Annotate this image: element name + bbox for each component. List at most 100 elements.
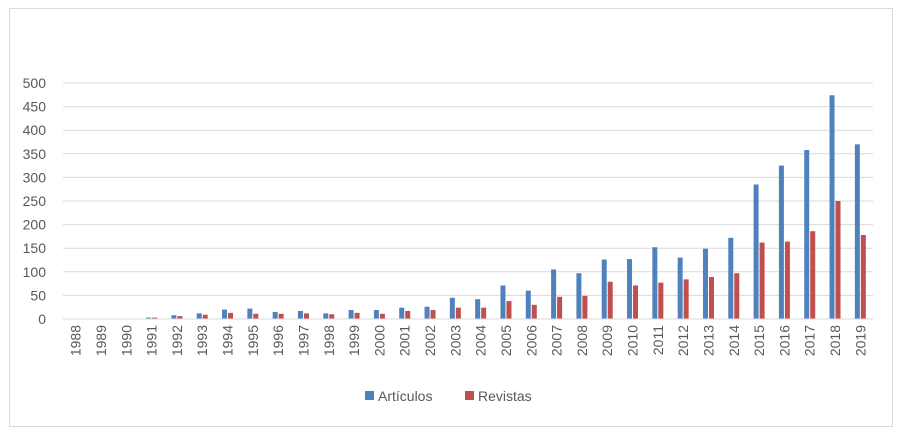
x-tick-label: 1999 [346, 325, 362, 356]
bar-revistas-2002 [430, 310, 436, 319]
x-tick-label: 1994 [220, 325, 236, 356]
x-tick-label: 2015 [751, 325, 767, 356]
bar-revistas-2000 [379, 313, 385, 319]
x-tick-label: 2014 [726, 325, 742, 356]
x-tick-label: 2007 [549, 325, 565, 356]
y-tick-label: 250 [23, 193, 47, 209]
bar-articulos-1995 [247, 308, 253, 319]
x-tick-label: 2000 [371, 325, 387, 356]
y-tick-label: 0 [38, 311, 46, 327]
y-tick-label: 400 [23, 122, 47, 138]
bar-articulos-1991 [146, 317, 152, 319]
y-tick-label: 500 [23, 75, 47, 91]
y-tick-label: 150 [23, 240, 47, 256]
bar-revistas-2003 [455, 307, 461, 319]
bar-revistas-1992 [177, 316, 183, 319]
bar-articulos-2000 [373, 310, 379, 319]
x-tick-label: 2009 [599, 325, 615, 356]
bar-revistas-2012 [683, 279, 689, 319]
legend-swatch-series-0 [365, 391, 374, 400]
bar-articulos-2006 [525, 290, 531, 319]
x-tick-label: 1991 [144, 325, 160, 356]
legend-label-series-0: Artículos [378, 388, 432, 404]
bar-revistas-2007 [557, 296, 563, 319]
y-tick-label: 450 [23, 99, 47, 115]
bar-articulos-1993 [196, 313, 202, 319]
gridlines [63, 82, 873, 296]
x-tick-label: 2004 [473, 325, 489, 356]
bar-revistas-2010 [633, 285, 639, 319]
chart-frame [9, 8, 893, 427]
bar-articulos-2013 [702, 248, 708, 319]
x-tick-label: 2018 [827, 325, 843, 356]
bar-revistas-2004 [481, 307, 487, 319]
y-tick-label: 300 [23, 169, 47, 185]
x-tick-label: 1990 [118, 325, 134, 356]
bar-articulos-1992 [171, 315, 177, 319]
bar-revistas-2009 [607, 281, 613, 319]
legend: Artículos Revistas [365, 388, 532, 404]
x-tick-label: 1996 [270, 325, 286, 356]
x-tick-label: 1998 [321, 325, 337, 356]
legend-swatch-series-1 [465, 391, 474, 400]
legend-label-series-1: Revistas [478, 388, 532, 404]
x-tick-label: 2001 [397, 325, 413, 356]
x-tick-label: 2012 [675, 325, 691, 356]
x-tick-label: 1997 [295, 325, 311, 356]
bar-articulos-2011 [652, 247, 658, 319]
bar-revistas-2019 [860, 234, 866, 319]
bar-revistas-1999 [354, 312, 360, 319]
x-tick-label: 1988 [68, 325, 84, 356]
bar-articulos-2004 [475, 299, 481, 319]
bar-revistas-2018 [835, 201, 841, 319]
bar-articulos-2010 [627, 259, 633, 319]
x-tick-label: 2003 [447, 325, 463, 356]
x-tick-label: 2016 [776, 325, 792, 356]
bar-articulos-1996 [272, 311, 278, 319]
bar-revistas-2014 [734, 273, 740, 319]
x-tick-label: 1989 [93, 325, 109, 356]
bar-revistas-1991 [152, 317, 158, 319]
bar-articulos-2003 [449, 297, 455, 319]
bar-revistas-2013 [708, 276, 714, 319]
bar-articulos-2014 [728, 237, 734, 319]
x-tick-label: 2011 [650, 325, 666, 355]
bar-articulos-2005 [500, 285, 506, 319]
bar-articulos-1997 [297, 310, 303, 319]
bar-revistas-1998 [329, 314, 335, 319]
bar-revistas-1996 [278, 313, 284, 319]
y-tick-label: 200 [23, 217, 47, 233]
bar-articulos-2002 [424, 306, 430, 319]
y-axis-tick-labels: 0 50 100 150 200 250 300 350 400 450 500 [23, 75, 47, 327]
bar-articulos-2018 [829, 95, 835, 319]
bar-articulos-2015 [753, 184, 759, 319]
bar-revistas-2005 [506, 301, 512, 319]
bar-revistas-1994 [228, 312, 234, 319]
x-tick-label: 2019 [852, 325, 868, 356]
bar-articulos-2009 [601, 259, 607, 319]
x-tick-label: 2005 [498, 325, 514, 356]
y-tick-label: 50 [30, 287, 46, 303]
x-tick-label: 2017 [802, 325, 818, 356]
bar-revistas-2001 [405, 310, 411, 319]
bar-revistas-2016 [784, 241, 790, 319]
x-tick-label: 1993 [194, 325, 210, 356]
bar-articulos-1994 [222, 309, 228, 319]
y-tick-label: 100 [23, 264, 47, 280]
bar-articulos-1999 [348, 310, 354, 319]
bar-articulos-2017 [804, 150, 810, 319]
x-axis-tick-labels: 1988 1989 1990 1991 1992 1993 1994 1995 1996 1997… [68, 325, 869, 356]
x-tick-label: 1992 [169, 325, 185, 356]
bar-revistas-2008 [582, 295, 588, 319]
x-tick-label: 2002 [422, 325, 438, 356]
bar-articulos-2019 [854, 144, 860, 319]
bar-articulos-2001 [399, 307, 405, 319]
bar-revistas-2015 [759, 242, 765, 319]
bar-articulos-2008 [576, 273, 582, 319]
bar-revistas-2017 [810, 231, 816, 319]
bar-articulos-2012 [677, 257, 683, 319]
x-tick-label: 1995 [245, 325, 261, 356]
x-tick-label: 2008 [574, 325, 590, 356]
y-tick-label: 350 [23, 146, 47, 162]
